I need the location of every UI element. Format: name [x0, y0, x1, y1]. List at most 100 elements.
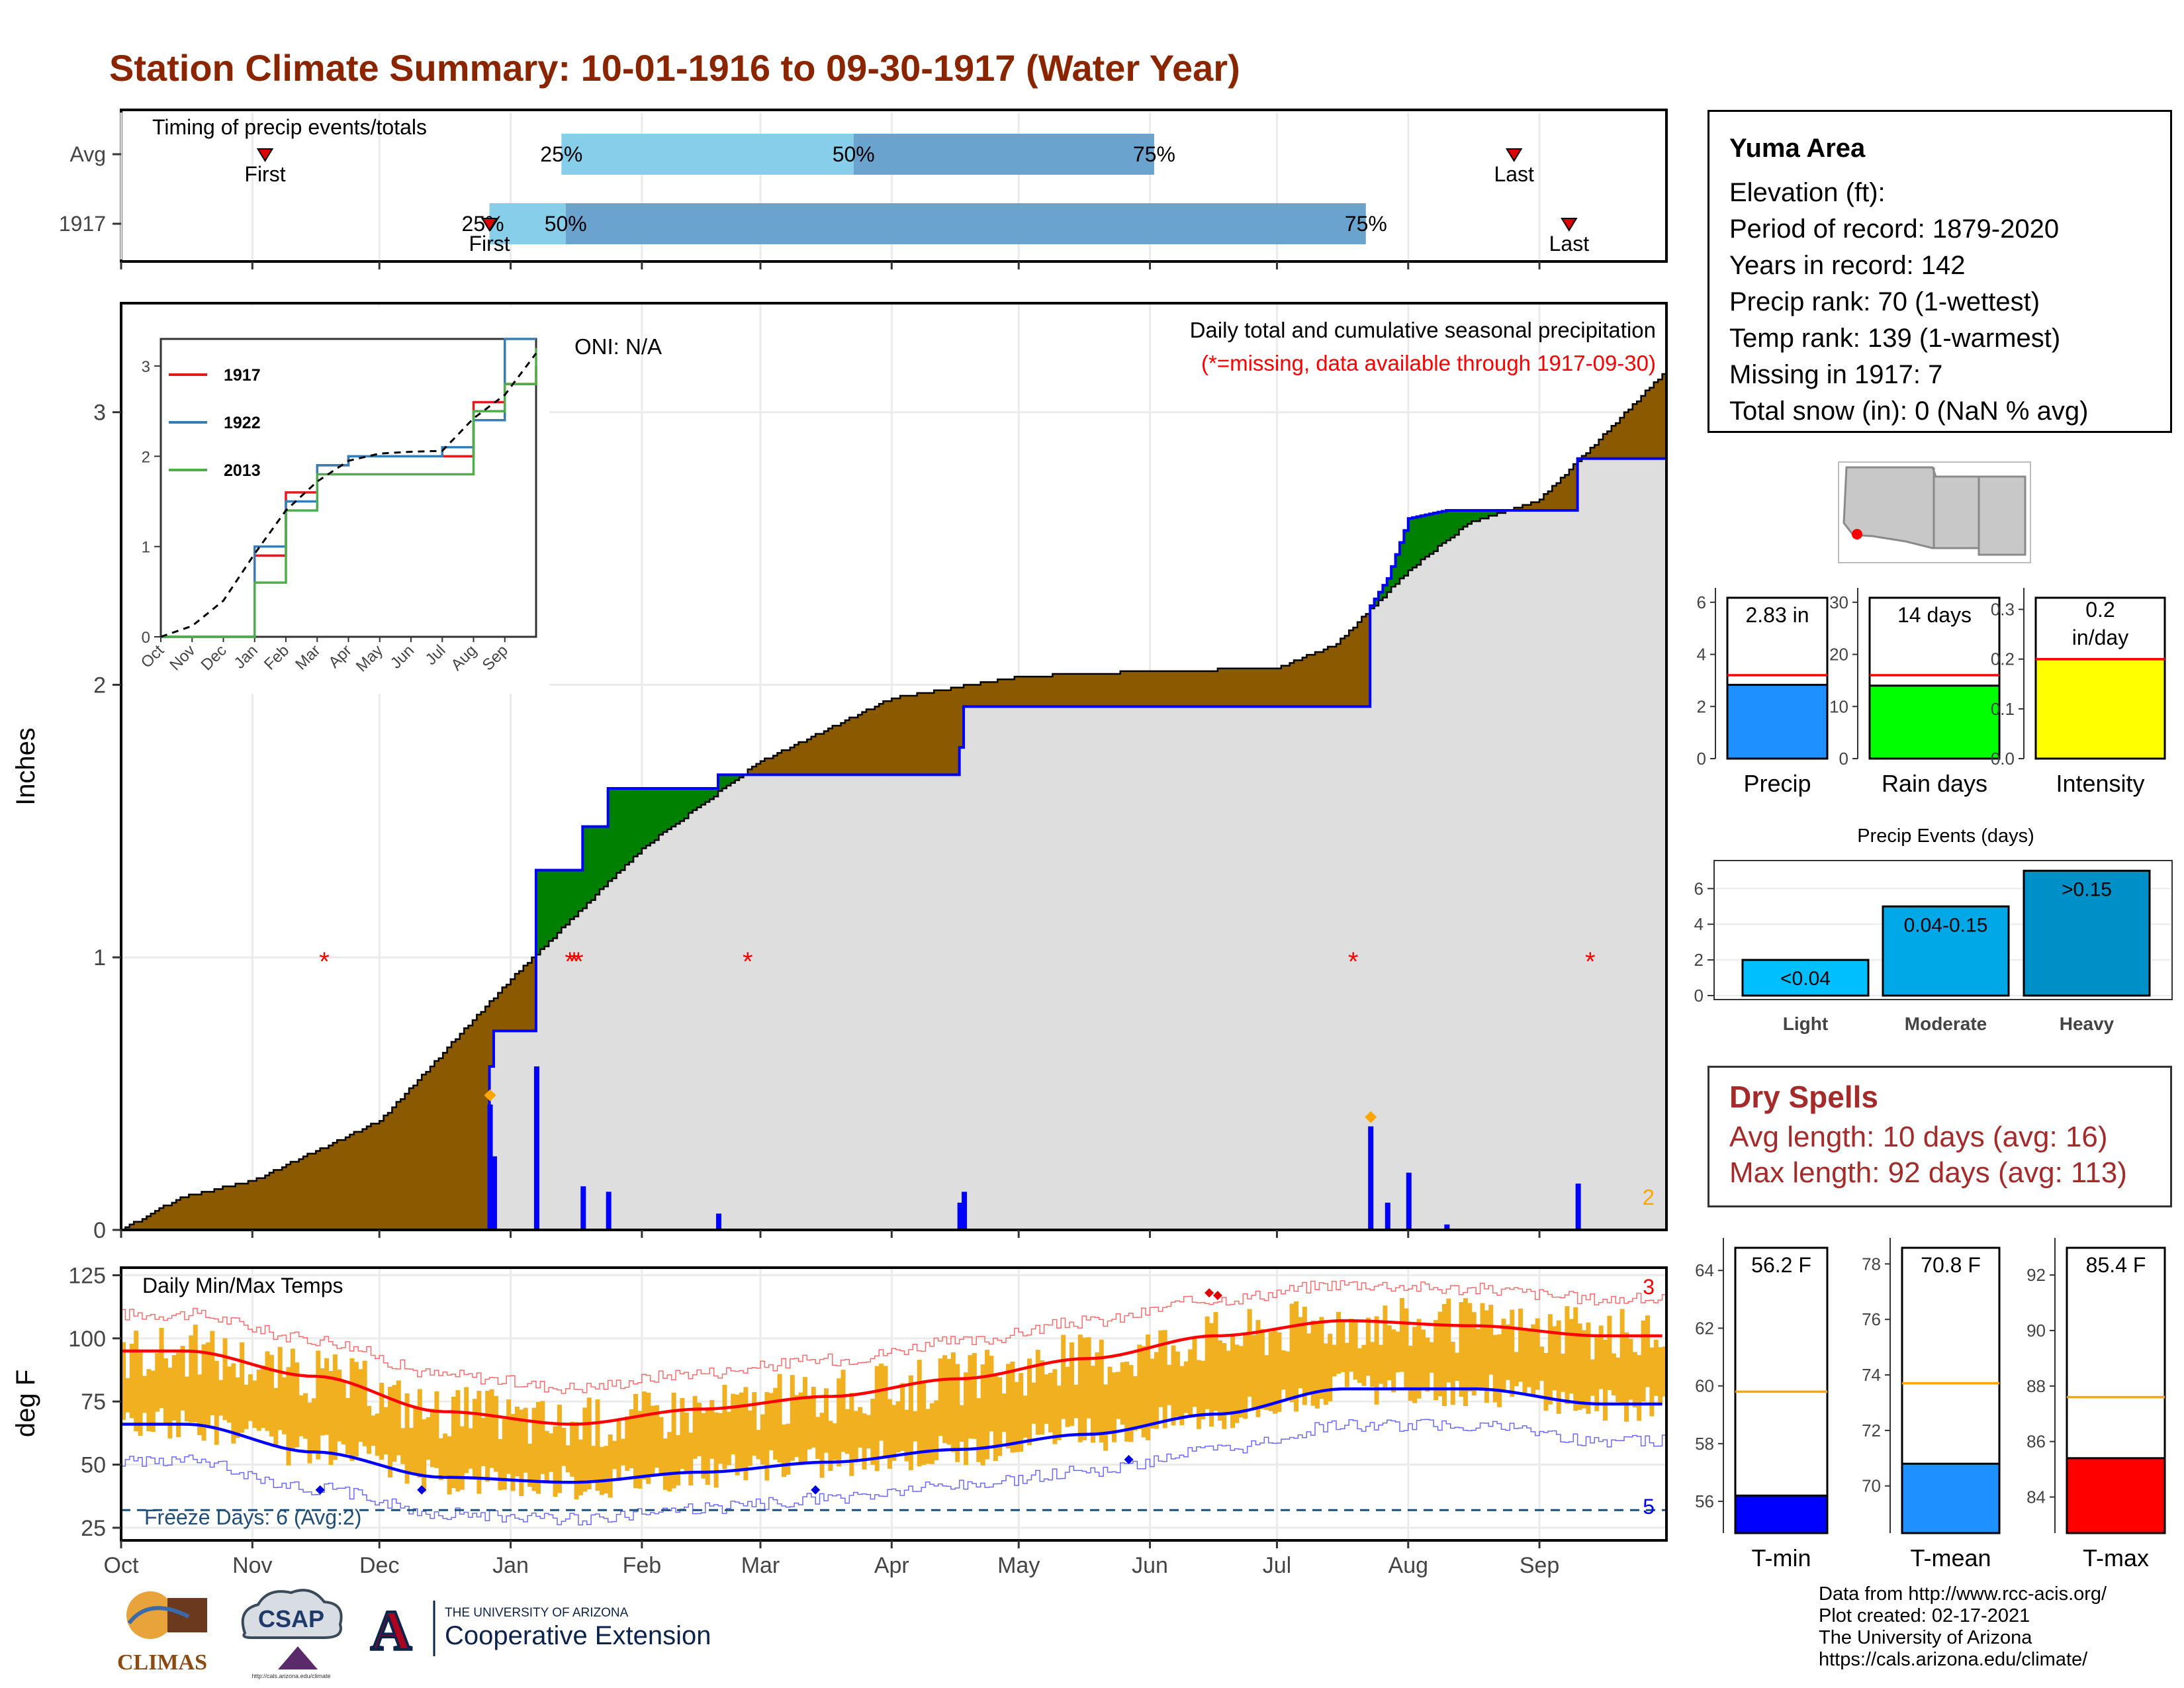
daily-temp-bar — [612, 1440, 617, 1470]
surplus-band — [680, 788, 685, 821]
daily-precip-bar — [580, 1186, 586, 1230]
deficit-band — [1582, 455, 1587, 459]
deficit-band — [752, 767, 757, 775]
surplus-band — [713, 788, 719, 797]
first-label: First — [244, 162, 285, 186]
record-high-count: 3 — [1643, 1275, 1655, 1299]
daily-temp-bar — [582, 1407, 588, 1492]
deficit-band — [316, 1150, 321, 1230]
deficit-band — [1107, 674, 1113, 707]
deficit-band — [760, 761, 765, 775]
deficit-band — [1179, 671, 1185, 707]
daily-temp-bar — [768, 1393, 774, 1450]
event-bar-label: >0.15 — [2062, 878, 2112, 900]
deficit-band — [1116, 674, 1121, 707]
deficit-band — [502, 987, 507, 1031]
surplus-band — [697, 788, 702, 808]
daily-temp-bar — [1336, 1311, 1342, 1374]
surplus-band — [684, 788, 689, 819]
first-marker — [256, 148, 274, 162]
climas-wordmark: CLIMAS — [117, 1650, 207, 1675]
normal-min-line — [121, 1387, 1662, 1484]
daily-temp-bar — [248, 1374, 253, 1421]
deficit-band — [231, 1186, 236, 1230]
daily-temp-bar — [1455, 1352, 1460, 1382]
daily-temp-bar — [303, 1393, 308, 1439]
deficit-band — [1132, 671, 1138, 707]
daily-temp-bar — [1162, 1330, 1167, 1429]
deficit-band — [125, 1227, 130, 1230]
deficit-band — [968, 684, 973, 707]
deficit-band — [409, 1088, 414, 1230]
surplus-band — [662, 788, 668, 832]
deficit-band — [1357, 622, 1362, 707]
daily-temp-bar — [760, 1414, 765, 1465]
y-tick-label: 1 — [93, 945, 106, 970]
deficit-band — [1001, 679, 1007, 707]
deficit-band — [1056, 674, 1062, 707]
daily-temp-bar — [1501, 1319, 1506, 1390]
deficit-band — [794, 745, 799, 775]
deficit-band — [1073, 674, 1079, 707]
average-cumulative-line — [121, 373, 1666, 1231]
daily-temp-bar — [1209, 1323, 1214, 1427]
daily-temp-bar — [586, 1397, 592, 1489]
timing-marks: First Last First Last — [244, 148, 1589, 256]
timing-bar-q1 — [561, 134, 854, 175]
daily-temp-bar — [1641, 1320, 1646, 1402]
daily-temp-bar — [942, 1355, 948, 1443]
daily-temp-bar — [553, 1426, 558, 1497]
daily-temp-bar — [1446, 1298, 1451, 1383]
daily-temp-bar — [1310, 1320, 1316, 1406]
daily-temp-bar — [506, 1399, 512, 1474]
temp-mean-bars: 56 58 60 62 64 56.2 F T-min 70 72 74 76 78 70.8 F T-m… — [1695, 1238, 2166, 1571]
daily-temp-bar — [1603, 1340, 1608, 1421]
deficit-band — [925, 692, 931, 775]
deficit-band — [256, 1178, 261, 1230]
daily-temp-bar — [832, 1423, 837, 1460]
daily-temp-bar — [938, 1358, 943, 1436]
location-map — [1838, 461, 2031, 563]
daily-temp-bar — [1582, 1330, 1587, 1409]
deficit-band — [1188, 671, 1193, 707]
daily-temp-bar — [1531, 1324, 1536, 1396]
daily-temp-bar — [646, 1393, 651, 1484]
y-tick-label: 0.2 — [1991, 649, 2015, 669]
daily-temp-bar — [841, 1370, 846, 1452]
deficit-band — [498, 992, 503, 1031]
daily-temp-bar — [828, 1421, 833, 1472]
deficit-band — [1552, 485, 1557, 510]
deficit-band — [235, 1184, 240, 1230]
deficit-band — [1315, 652, 1320, 707]
daily-precip-bar — [487, 1104, 493, 1230]
deficit-band — [993, 682, 998, 707]
daily-temp-bar — [222, 1338, 228, 1421]
station-location-marker — [1852, 529, 1862, 539]
x-tick-label: Oct — [104, 1553, 139, 1578]
deficit-band — [1628, 409, 1633, 459]
deficit-band — [832, 726, 837, 775]
daily-temp-bar — [341, 1381, 346, 1445]
daily-temp-bar — [934, 1400, 939, 1460]
y-tick-label: 62 — [1695, 1318, 1714, 1338]
surplus-band — [574, 870, 579, 917]
daily-temp-bar — [1255, 1320, 1261, 1417]
daily-temp-bar — [929, 1403, 934, 1464]
daily-temp-bar — [464, 1387, 469, 1474]
deficit-band — [337, 1140, 342, 1230]
daily-temp-bar — [1217, 1340, 1222, 1421]
daily-temp-bar — [201, 1344, 206, 1441]
daily-temp-bar — [349, 1358, 355, 1462]
csap-url: http://cals.arizona.edu/climate — [251, 1673, 330, 1679]
daily-temp-bar — [921, 1381, 927, 1465]
deficit-band — [184, 1197, 189, 1230]
daily-temp-bar — [252, 1380, 257, 1428]
p75-label: 75% — [1345, 212, 1387, 236]
inset-y-tick-label: 2 — [142, 448, 150, 466]
surplus-band — [1467, 510, 1473, 524]
p50-label: 50% — [545, 212, 587, 236]
daily-temp-bar — [1624, 1332, 1629, 1422]
daily-temp-bar — [282, 1377, 287, 1434]
daily-temp-bar — [722, 1385, 727, 1470]
daily-temp-bar — [688, 1432, 694, 1486]
